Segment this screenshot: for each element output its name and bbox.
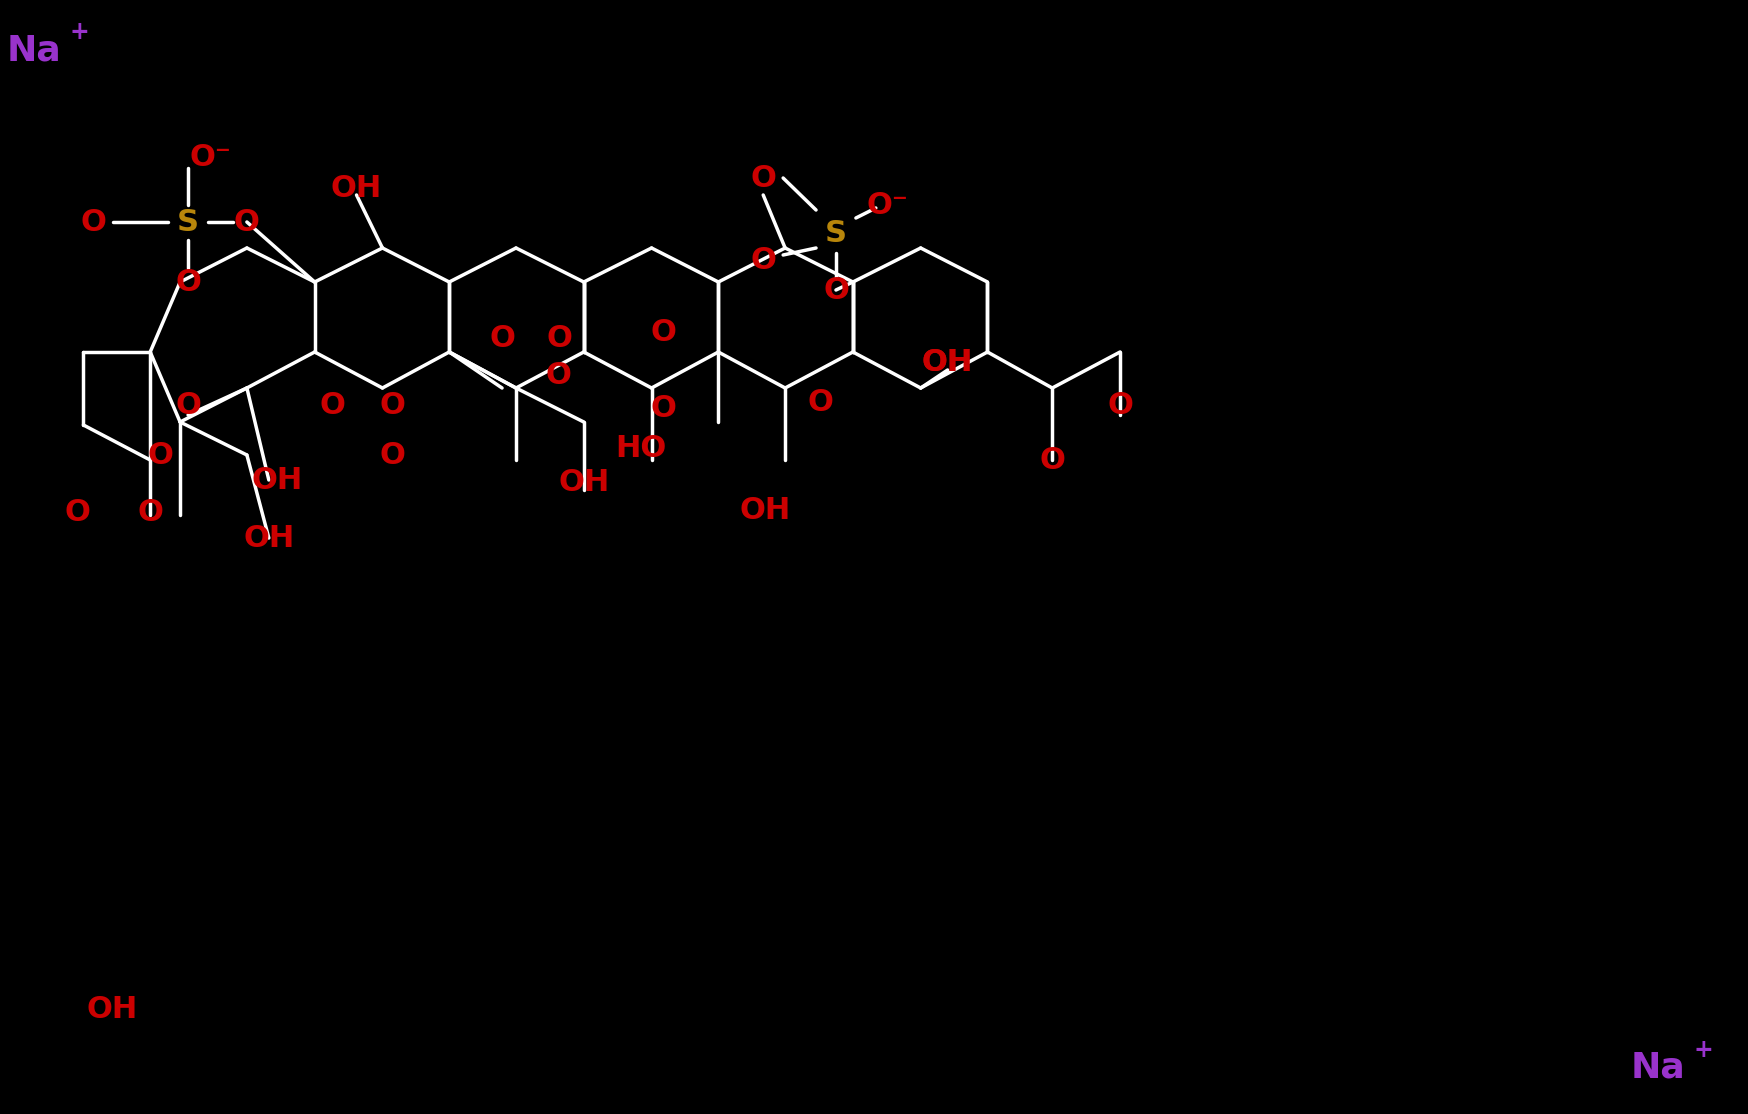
Text: O: O: [750, 164, 776, 193]
Text: O: O: [234, 207, 260, 236]
Text: O: O: [823, 275, 850, 304]
Text: OH: OH: [558, 468, 610, 497]
Text: +: +: [1694, 1038, 1713, 1062]
Text: OH: OH: [330, 174, 383, 203]
Text: OH: OH: [243, 524, 294, 553]
Text: O: O: [650, 393, 676, 422]
Text: OH: OH: [87, 996, 138, 1025]
Text: O: O: [175, 391, 201, 420]
Text: O: O: [147, 440, 173, 469]
Text: O: O: [175, 267, 201, 296]
Text: O: O: [808, 388, 834, 417]
Text: O: O: [1106, 391, 1133, 420]
Text: O: O: [547, 323, 573, 352]
Text: OH: OH: [921, 348, 974, 377]
Text: O: O: [138, 498, 163, 527]
Text: O: O: [489, 323, 516, 352]
Text: Na: Na: [7, 33, 61, 67]
Text: O⁻: O⁻: [867, 190, 909, 219]
Text: HO: HO: [615, 433, 666, 462]
Text: O: O: [379, 391, 406, 420]
Text: S: S: [825, 218, 848, 247]
Text: O: O: [320, 391, 346, 420]
Text: +: +: [70, 20, 89, 43]
Text: O: O: [80, 207, 107, 236]
Text: OH: OH: [739, 496, 790, 525]
Text: O⁻: O⁻: [189, 143, 231, 172]
Text: Na: Na: [1631, 1051, 1685, 1085]
Text: S: S: [177, 207, 199, 236]
Text: O: O: [750, 245, 776, 274]
Text: O: O: [65, 498, 91, 527]
Text: O: O: [545, 361, 572, 390]
Text: OH: OH: [921, 348, 974, 377]
Text: O: O: [1040, 446, 1065, 475]
Text: O: O: [650, 317, 676, 346]
Text: O: O: [379, 440, 406, 469]
Text: OH: OH: [252, 466, 302, 495]
